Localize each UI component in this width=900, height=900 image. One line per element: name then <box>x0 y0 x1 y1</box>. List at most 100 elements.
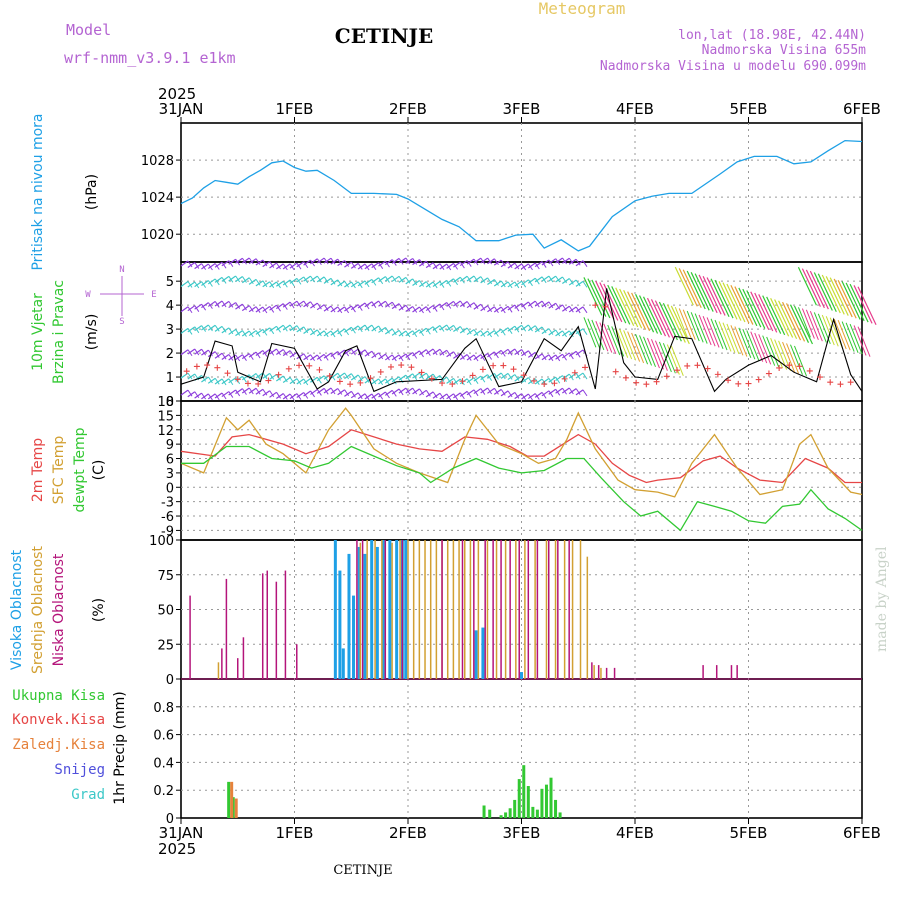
wind-barb-flag <box>385 391 390 399</box>
wind-barb-late <box>794 345 807 377</box>
wind-barb-flag <box>262 372 268 380</box>
wind-barb <box>248 278 257 285</box>
wind-barb <box>269 281 277 288</box>
wind-barb-flag <box>575 329 581 337</box>
wind-barb <box>398 374 407 381</box>
wind-barb-flag <box>337 388 343 395</box>
wind-barb-flag <box>378 393 384 400</box>
wind-ytick-label: 5 <box>166 275 174 290</box>
wind-barb <box>555 387 563 394</box>
wind-barb-late <box>678 308 692 339</box>
wind-barb-flag <box>521 303 527 310</box>
wind-barb-late <box>845 322 859 354</box>
wind-barb-flag <box>473 377 479 384</box>
high-cloud-label: Visoka Oblacnost <box>9 549 25 670</box>
wind-barb-late <box>631 292 651 332</box>
wind-barb <box>214 325 223 332</box>
wind-barb-late <box>730 325 744 356</box>
cloud-bar-high <box>341 648 345 679</box>
cloud-ytick-label: 100 <box>149 534 174 549</box>
wind-barb-flag <box>473 329 479 336</box>
wind-barb-flag <box>507 306 513 313</box>
wind-barb <box>241 330 250 337</box>
wind-barb <box>282 279 291 286</box>
wind-barb-flag <box>391 390 397 397</box>
wind-barb <box>568 306 577 313</box>
wind-barb-late <box>790 344 803 375</box>
wind-barb <box>480 387 488 394</box>
compass-south: S <box>119 317 124 327</box>
wind-barb <box>214 378 223 385</box>
wind-barb-late <box>821 274 841 314</box>
wind-barb-flag <box>562 276 567 284</box>
wind-barb-late <box>801 268 821 307</box>
wind-gust-plus <box>285 365 292 372</box>
wind-label-2: Brzina i Pravac <box>51 280 67 384</box>
wind-barb-flag <box>412 387 418 395</box>
wind-barb-flag <box>555 376 561 384</box>
wind-barb-flag <box>303 392 309 399</box>
wind-barb-flag <box>412 352 418 359</box>
wind-barb-flag <box>201 375 207 382</box>
wind-barb <box>330 279 339 286</box>
wind-barb-flag <box>316 275 322 283</box>
wind-barb-late <box>686 270 706 310</box>
wind-barb <box>275 348 284 355</box>
wind-barb-late <box>805 269 825 309</box>
temp-series-2 <box>181 445 863 532</box>
wind-barb-flag <box>262 388 268 396</box>
wind-barb <box>187 326 196 333</box>
precip-bar-total <box>558 812 562 818</box>
wind-barb <box>350 281 359 288</box>
wind-barb-flag <box>432 373 438 381</box>
wind-barb <box>357 349 366 356</box>
wind-barb-flag <box>425 390 431 397</box>
wind-barb <box>262 348 271 355</box>
wind-barb <box>527 277 536 284</box>
wind-barb <box>412 350 420 357</box>
wind-barb <box>500 327 509 334</box>
wind-barb-flag <box>303 353 309 361</box>
wind-barb <box>480 277 488 284</box>
wind-barb <box>228 275 237 282</box>
wind-barb <box>289 262 298 269</box>
wind-barb <box>527 351 536 358</box>
wind-barb-late <box>654 300 674 339</box>
wind-barb-flag <box>378 325 384 333</box>
wind-barb-flag <box>425 281 431 288</box>
compass-east: E <box>151 290 156 300</box>
wind-barb-flag <box>214 378 220 385</box>
wind-gust-plus <box>275 371 282 378</box>
wind-barb <box>248 387 257 394</box>
wind-barb <box>534 326 543 333</box>
wind-barb <box>350 392 359 399</box>
wind-barb-flag <box>235 329 241 336</box>
wind-barb <box>255 372 264 379</box>
wind-barb-late <box>674 266 694 306</box>
wind-gust-plus <box>326 372 333 379</box>
cloud-bar-high <box>338 570 342 679</box>
wind-barb <box>562 352 570 359</box>
precip-bar-total <box>482 805 486 818</box>
wind-barb-late <box>650 339 664 370</box>
wind-barb <box>412 329 420 336</box>
wind-barb-flag <box>466 260 472 267</box>
wind-barb <box>541 328 550 335</box>
wind-barb-flag <box>555 329 561 337</box>
wind-barb-flag <box>466 391 472 398</box>
wind-barb <box>391 303 400 310</box>
wind-barb-late <box>738 287 758 327</box>
wind-barb-flag <box>296 325 302 332</box>
wind-barb-flag <box>419 280 424 287</box>
wind-barb <box>527 300 536 307</box>
wind-barb-flag <box>337 258 343 266</box>
wind-barb <box>310 302 318 309</box>
wind-barb <box>432 263 441 270</box>
wind-barb-flag <box>214 351 220 358</box>
wind-barb <box>228 328 237 335</box>
wind-gust-plus <box>336 378 343 385</box>
wind-barb <box>228 258 237 265</box>
wind-barb-late <box>702 275 722 315</box>
